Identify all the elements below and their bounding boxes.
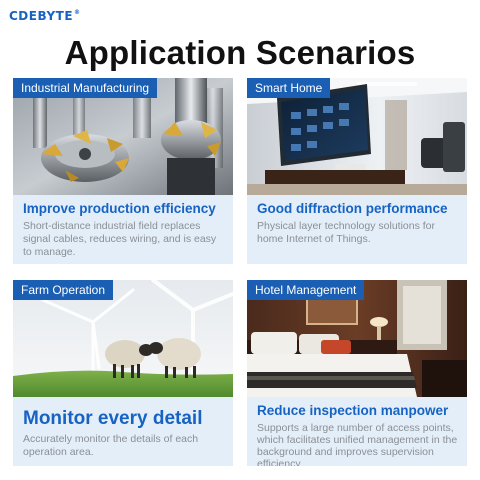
- card-tag: Smart Home: [247, 78, 331, 98]
- page-title: Application Scenarios: [64, 34, 416, 71]
- card-tag: Farm Operation: [13, 280, 114, 300]
- card-headline: Reduce inspection manpower: [257, 403, 449, 418]
- card-description: Accurately monitor the details of each o…: [23, 433, 199, 458]
- card-farm-operation: Farm Operation Monitor every detail Accu…: [13, 280, 233, 466]
- card-headline: Monitor every detail: [23, 408, 203, 429]
- card-description: Short-distance industrial field replaces…: [23, 220, 217, 258]
- registered-mark: ®: [74, 9, 81, 16]
- card-headline: Improve production efficiency: [23, 201, 216, 216]
- card-description: Supports a large number of access points…: [257, 422, 458, 466]
- card-description: Physical layer technology solutions for …: [257, 220, 436, 245]
- card-industrial-manufacturing: Industrial Manufacturing Improve product…: [13, 78, 233, 264]
- card-tag: Hotel Management: [247, 280, 365, 300]
- card-tag: Industrial Manufacturing: [13, 78, 158, 98]
- brand-logo: CDEBYTE®: [9, 9, 81, 23]
- brand-name: CDEBYTE: [9, 9, 74, 23]
- card-headline: Good diffraction performance: [257, 201, 448, 216]
- card-hotel-management: Hotel Management Reduce inspection manpo…: [247, 280, 467, 466]
- card-smart-home: Smart Home Good diffraction performance …: [247, 78, 467, 264]
